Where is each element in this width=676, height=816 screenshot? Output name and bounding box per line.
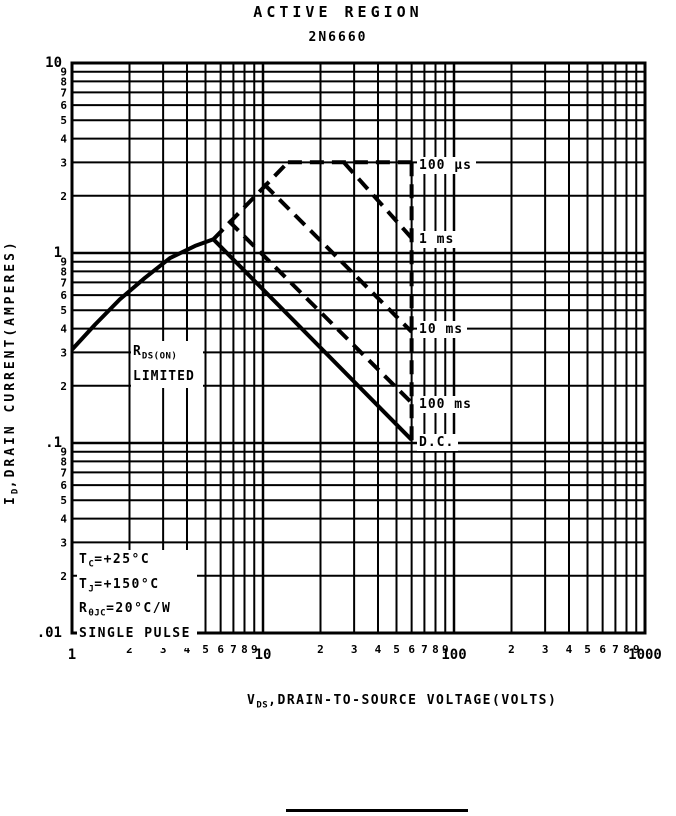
- curve-label-dc: D.C.: [417, 434, 459, 451]
- x-tick-label: 4: [184, 643, 191, 656]
- y-tick-label-decade: 1: [54, 245, 62, 261]
- curve-rds-on-limited-rise: [70, 237, 215, 351]
- x-tick-label: 5: [584, 643, 591, 656]
- condition-tj: TJ=+150°C: [79, 576, 160, 595]
- curve-label-100ms: 100 ms: [417, 396, 476, 413]
- x-axis-title: VDS,DRAIN-TO-SOURCE VOLTAGE(VOLTS): [247, 693, 557, 711]
- y-tick-label: 8: [60, 265, 67, 278]
- curve-label-1ms: 1 ms: [417, 231, 459, 248]
- y-tick-label: 2: [60, 380, 67, 393]
- y-tick-label: 5: [60, 494, 67, 507]
- curve-d.c.: [211, 237, 414, 442]
- y-tick-label: 3: [60, 346, 67, 359]
- curve-1-ms: [342, 160, 414, 240]
- x-tick-label: 8: [623, 643, 630, 656]
- y-tick-label: 3: [60, 156, 67, 169]
- x-tick-label: 4: [566, 643, 573, 656]
- x-tick-label: 7: [612, 643, 619, 656]
- condition-rthjc: RθJC=20°C/W: [79, 601, 172, 619]
- rds-subscript: DS(ON): [141, 351, 178, 362]
- y-tick-label: 9: [60, 446, 67, 459]
- curve-label-100us: 100 μs: [417, 157, 476, 174]
- y-tick-label: 2: [60, 570, 67, 583]
- x-tick-label: 4: [375, 643, 382, 656]
- x-tick-label: 3: [542, 643, 549, 656]
- chart-title: ACTIVE REGION: [253, 3, 423, 21]
- x-tick-label: 3: [351, 643, 358, 656]
- y-tick-label-decade: .1: [45, 435, 62, 451]
- y-axis-symbol-subscript: D: [10, 488, 21, 495]
- y-tick-label: 3: [60, 536, 67, 549]
- footer-rule: [286, 809, 468, 812]
- y-tick-label: 7: [60, 86, 67, 99]
- y-tick-label: 7: [60, 276, 67, 289]
- x-tick-label: 9: [251, 643, 258, 656]
- x-tick-label-decade: 100: [441, 647, 466, 663]
- rds-on-line1: RDS(ON): [133, 342, 195, 367]
- x-tick-label: 9: [633, 643, 640, 656]
- y-tick-label: 9: [60, 256, 67, 269]
- y-tick-label: 6: [60, 99, 67, 112]
- y-tick-label: 5: [60, 114, 67, 127]
- y-tick-label: 9: [60, 66, 67, 79]
- curve-label-10ms: 10 ms: [417, 321, 468, 338]
- test-conditions: TC=+25°C TJ=+150°C RθJC=20°C/W SINGLE PU…: [77, 550, 197, 649]
- soa-chart: 2 3 4 5 6 7 8 9 2 3 4 5 6 7 8 9 2 3 4 5 6 7 8 91 10 100 1000234567…: [37, 55, 662, 663]
- y-tick-label: 4: [60, 513, 67, 526]
- rds-on-limited-annotation: RDS(ON) LIMITED: [131, 341, 203, 388]
- x-tick-label: 8: [432, 643, 439, 656]
- y-tick-label: 2: [60, 190, 67, 203]
- x-tick-label-decade: 10: [255, 647, 272, 663]
- x-tick-label: 5: [202, 643, 209, 656]
- x-axis-symbol: V: [247, 693, 257, 708]
- x-tick-label: 7: [421, 643, 428, 656]
- condition-single-pulse: SINGLE PULSE: [79, 625, 191, 641]
- x-tick-label: 5: [393, 643, 400, 656]
- x-tick-label-decade: 1: [68, 647, 76, 663]
- x-axis-label-text: ,DRAIN-TO-SOURCE VOLTAGE(VOLTS): [268, 693, 558, 708]
- y-tick-label: 8: [60, 455, 67, 468]
- x-tick-label: 3: [160, 643, 167, 656]
- x-tick-label: 7: [230, 643, 237, 656]
- x-tick-label: 2: [317, 643, 324, 656]
- y-tick-label: 8: [60, 75, 67, 88]
- y-tick-label: 4: [60, 133, 67, 146]
- y-tick-label: 5: [60, 304, 67, 317]
- condition-tc: TC=+25°C: [79, 552, 151, 570]
- x-tick-label: 2: [508, 643, 515, 656]
- x-axis-symbol-subscript: DS: [256, 700, 269, 711]
- x-tick-label: 6: [599, 643, 606, 656]
- y-axis-label-text: ,DRAIN CURRENT(AMPERES): [3, 239, 18, 489]
- y-tick-label: 7: [60, 466, 67, 479]
- curve-pulsed-rise-envelope: [211, 160, 290, 241]
- y-tick-label-decade: 10: [45, 55, 62, 71]
- curve-10-ms: [262, 182, 414, 334]
- x-tick-label: 6: [217, 643, 224, 656]
- rds-on-line2: LIMITED: [133, 368, 195, 384]
- x-tick-label: 2: [126, 643, 133, 656]
- y-tick-label: 4: [60, 323, 67, 336]
- y-tick-label: 6: [60, 289, 67, 302]
- x-tick-label: 9: [442, 643, 449, 656]
- y-tick-label-decade: .01: [37, 625, 62, 641]
- rds-symbol: R: [133, 344, 142, 359]
- x-tick-label-decade: 1000: [628, 647, 662, 663]
- y-tick-label: 6: [60, 479, 67, 492]
- x-tick-label: 8: [241, 643, 248, 656]
- part-number: 2N6660: [308, 30, 368, 45]
- x-tick-label: 6: [408, 643, 415, 656]
- y-axis-title: ID,DRAIN CURRENT(AMPERES): [3, 239, 21, 505]
- y-axis-symbol: I: [3, 494, 18, 505]
